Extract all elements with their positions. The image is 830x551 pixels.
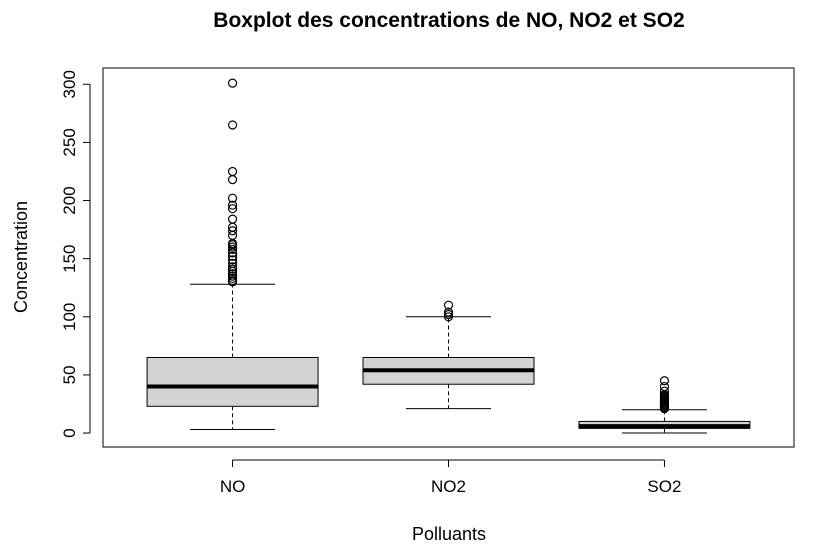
y-axis: 0 50 100 150 200 250 300 [60,70,91,438]
y-tick-label: 300 [60,70,79,98]
outlier-point [227,269,238,279]
y-tick-label: 200 [60,186,79,214]
outlier-point [227,226,238,236]
iqr-box [146,356,319,407]
y-tick-label: 250 [60,128,79,156]
outlier-point [227,276,238,286]
chart-title: Boxplot des concentrations de NO, NO2 et… [213,9,684,32]
y-tick-label: 50 [60,365,79,384]
outlier-point [443,300,454,310]
outlier-point [443,307,454,317]
outlier-point [227,244,238,254]
y-tick-label: 100 [60,303,79,331]
x-tick-label: NO [220,477,246,496]
outlier-point [227,262,238,272]
outlier-point [227,230,238,241]
box-no2 [362,300,535,410]
outlier-point [227,251,238,261]
outlier-point [227,255,238,265]
outlier-point [227,242,238,252]
outlier-point [227,175,238,185]
outlier-point [443,312,454,322]
x-tick-label: NO2 [431,477,466,496]
outlier-point [227,120,238,130]
outlier-point [227,214,238,224]
outlier-point [659,376,670,386]
y-tick-label: 150 [60,244,79,272]
outlier-point [227,193,238,203]
outlier-point [227,273,238,284]
x-axis: NO NO2 SO2 [220,459,681,496]
outlier-point [227,264,238,274]
x-tick-label: SO2 [647,477,681,496]
outlier-point [227,204,238,214]
outlier-point [227,166,238,177]
outlier-point [443,309,454,320]
x-axis-label: Polluants [412,524,486,544]
outlier-point [227,271,238,281]
box-so2 [578,376,751,434]
outlier-point [227,78,238,88]
plot-frame [102,67,795,448]
outlier-point [227,200,238,210]
boxes-group [146,78,751,434]
outlier-point [227,258,238,268]
y-tick-label: 0 [60,428,79,437]
outlier-point [659,381,670,392]
box-no [146,78,319,431]
y-axis-label: Concentration [11,201,31,313]
outlier-point [659,386,670,396]
